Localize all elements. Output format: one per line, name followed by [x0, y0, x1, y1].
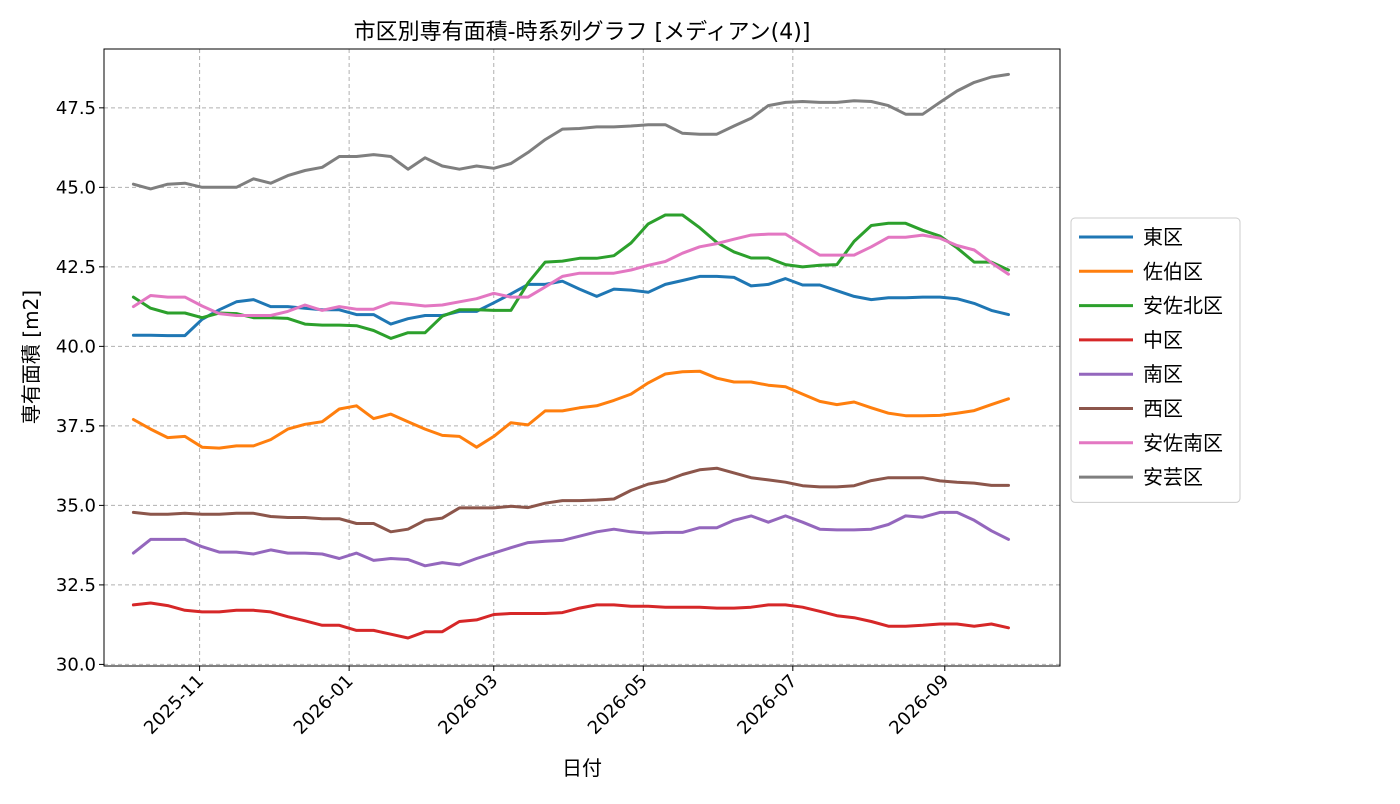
legend-box [1070, 217, 1241, 503]
y-tick-label: 35.0 [56, 495, 96, 516]
y-tick-label: 30.0 [56, 654, 96, 675]
x-axis-label: 日付 [562, 756, 602, 780]
legend-label: 佐伯区 [1143, 259, 1203, 283]
series-line-1 [131, 369, 1010, 450]
legend-label: 南区 [1143, 362, 1183, 386]
series-line-3 [131, 601, 1010, 640]
series-line-0 [131, 274, 1010, 338]
series-line-5 [131, 466, 1010, 534]
chart-title: 市区別専有面積-時系列グラフ [メディアン(4)] [354, 20, 811, 45]
y-tick-label: 42.5 [56, 257, 96, 278]
y-tick-label: 45.0 [56, 177, 96, 198]
series-line-6 [131, 232, 1010, 317]
y-tick-label: 47.5 [56, 98, 96, 119]
y-tick-label: 32.5 [56, 575, 96, 596]
series-line-4 [131, 510, 1010, 568]
series-line-2 [131, 213, 1010, 340]
y-tick-label: 37.5 [56, 416, 96, 437]
legend-label: 東区 [1143, 225, 1183, 249]
legend-label: 中区 [1143, 328, 1183, 352]
legend-label: 西区 [1143, 397, 1183, 421]
legend-label: 安芸区 [1143, 465, 1203, 489]
y-axis-label: 専有面積 [m2] [19, 290, 43, 424]
y-tick-label: 40.0 [56, 336, 96, 357]
legend-label: 安佐北区 [1143, 294, 1223, 318]
series-line-7 [131, 72, 1010, 191]
series-lines [131, 72, 1010, 640]
grid [104, 49, 1060, 666]
plot-area-frame [103, 48, 1061, 667]
legend-label: 安佐南区 [1143, 431, 1223, 455]
